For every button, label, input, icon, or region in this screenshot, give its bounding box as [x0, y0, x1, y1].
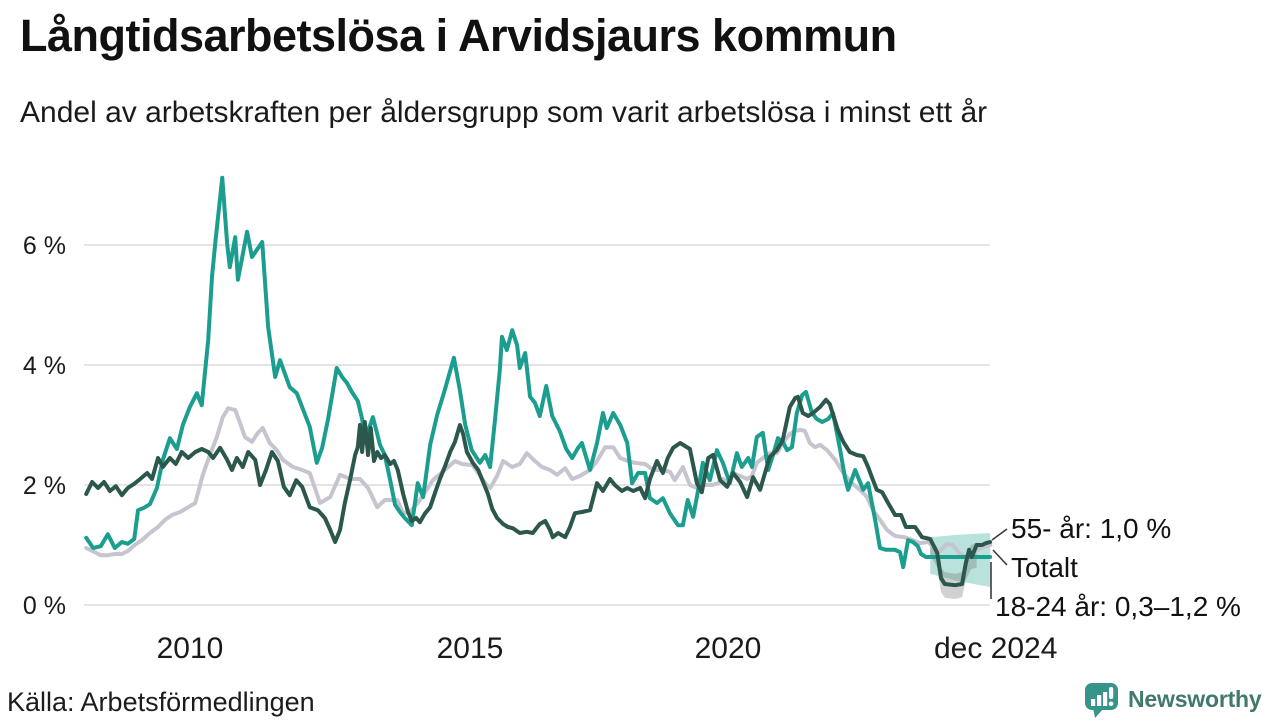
data-lines — [84, 175, 993, 588]
newsworthy-logo: Newsworthy — [1085, 682, 1262, 719]
x-axis-labels: 2010 2015 2020 dec 2024 — [157, 632, 1058, 665]
svg-text:4 %: 4 % — [23, 352, 66, 380]
chart-subtitle: Andel av arbetskraften per åldersgrupp s… — [20, 96, 988, 129]
svg-text:2020: 2020 — [695, 632, 762, 665]
svg-text:6 %: 6 % — [23, 232, 66, 260]
end-label-55-ar: 55- år: 1,0 % — [1011, 513, 1172, 544]
svg-text:2015: 2015 — [437, 632, 504, 665]
end-label-18-24-ar: 18-24 år: 0,3–1,2 % — [995, 591, 1241, 622]
end-label-totalt: Totalt — [1011, 552, 1078, 583]
newsworthy-wordmark: Newsworthy — [1128, 686, 1262, 712]
y-axis-labels: 6 % 4 % 2 % 0 % — [23, 232, 66, 620]
chart-title: Långtidsarbetslösa i Arvidsjaurs kommun — [20, 10, 897, 61]
source-note: Källa: Arbetsförmedlingen — [7, 687, 315, 717]
svg-text:2 %: 2 % — [23, 472, 66, 500]
svg-text:dec 2024: dec 2024 — [934, 632, 1057, 665]
svg-text:2010: 2010 — [157, 632, 224, 665]
newsworthy-bubble-chart-icon — [1085, 683, 1118, 718]
annotation-leader-lines — [990, 528, 1008, 599]
svg-text:0 %: 0 % — [23, 592, 66, 620]
